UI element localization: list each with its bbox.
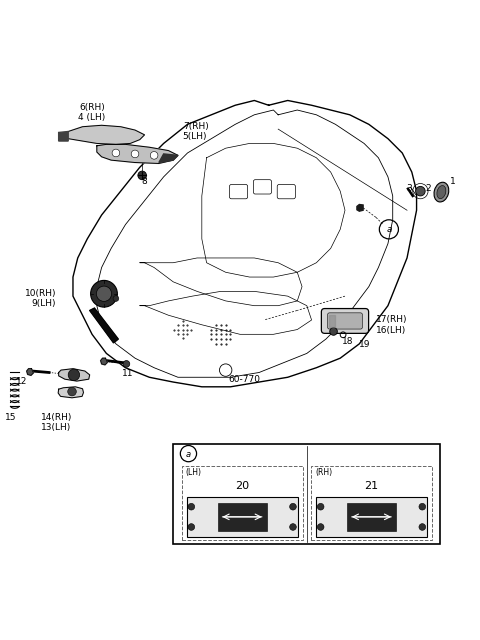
- Bar: [218, 502, 266, 531]
- Text: 14(RH)
13(LH): 14(RH) 13(LH): [41, 413, 72, 433]
- Bar: [316, 497, 427, 537]
- Text: 12: 12: [16, 377, 27, 387]
- Text: (RH): (RH): [315, 468, 332, 477]
- Polygon shape: [59, 125, 144, 145]
- Circle shape: [188, 524, 195, 531]
- Circle shape: [68, 387, 76, 396]
- Ellipse shape: [437, 186, 446, 198]
- FancyBboxPatch shape: [253, 180, 272, 194]
- Polygon shape: [27, 369, 34, 375]
- Text: 15: 15: [5, 413, 17, 422]
- Bar: [347, 502, 396, 531]
- Circle shape: [419, 524, 426, 531]
- Text: a: a: [186, 449, 191, 459]
- Ellipse shape: [434, 182, 449, 202]
- Circle shape: [188, 504, 195, 510]
- Circle shape: [289, 504, 296, 510]
- Text: 10(RH)
9(LH): 10(RH) 9(LH): [25, 289, 56, 308]
- Text: 20: 20: [235, 481, 249, 492]
- Polygon shape: [58, 387, 84, 398]
- Text: 11: 11: [122, 369, 133, 378]
- Circle shape: [91, 280, 117, 307]
- Polygon shape: [90, 308, 118, 343]
- Circle shape: [317, 504, 324, 510]
- Text: 19: 19: [360, 340, 371, 349]
- FancyBboxPatch shape: [322, 308, 369, 333]
- Polygon shape: [159, 154, 178, 163]
- Circle shape: [180, 445, 197, 461]
- Text: 6(RH)
4 (LH): 6(RH) 4 (LH): [78, 103, 106, 122]
- Text: a: a: [386, 225, 392, 234]
- Text: 8: 8: [142, 177, 147, 186]
- FancyBboxPatch shape: [277, 184, 295, 199]
- Text: 1: 1: [449, 177, 455, 186]
- Circle shape: [138, 171, 146, 180]
- Circle shape: [123, 360, 130, 367]
- Text: 2: 2: [426, 184, 432, 193]
- Text: 60-770: 60-770: [229, 375, 261, 384]
- Polygon shape: [101, 358, 108, 365]
- Circle shape: [330, 328, 337, 335]
- Polygon shape: [357, 205, 363, 211]
- Bar: [187, 497, 298, 537]
- Text: (LH): (LH): [186, 468, 202, 477]
- Circle shape: [416, 186, 425, 196]
- Text: 21: 21: [364, 481, 379, 492]
- FancyBboxPatch shape: [229, 184, 248, 199]
- Text: 17(RH)
16(LH): 17(RH) 16(LH): [376, 316, 408, 335]
- Text: 18: 18: [342, 337, 353, 346]
- Circle shape: [289, 524, 296, 531]
- Text: 7(RH)
5(LH): 7(RH) 5(LH): [183, 122, 208, 141]
- FancyBboxPatch shape: [327, 313, 362, 329]
- Polygon shape: [59, 131, 68, 141]
- Polygon shape: [328, 315, 335, 327]
- Circle shape: [96, 286, 112, 301]
- Circle shape: [112, 149, 120, 157]
- Circle shape: [150, 152, 158, 159]
- Circle shape: [419, 504, 426, 510]
- Text: 3: 3: [407, 184, 412, 193]
- Bar: [173, 444, 441, 544]
- Circle shape: [317, 524, 324, 531]
- Bar: [182, 465, 302, 540]
- Polygon shape: [59, 369, 90, 381]
- Circle shape: [113, 296, 119, 301]
- Circle shape: [68, 369, 80, 381]
- Bar: [311, 465, 432, 540]
- Circle shape: [131, 150, 139, 157]
- Polygon shape: [97, 145, 178, 163]
